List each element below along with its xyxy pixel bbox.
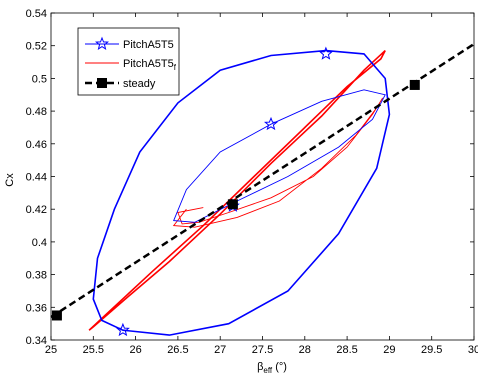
x-tick-label-3: 26.5 [167, 344, 188, 356]
legend: PitchA5T5 PitchA5T5f steady [77, 27, 180, 96]
series-steady-line [50, 43, 475, 319]
x-tick-label-0: 25 [45, 344, 57, 356]
x-axis-label-symbol: β [257, 361, 263, 373]
x-tick-label-5: 27.5 [252, 344, 273, 356]
y-tick-label-1: 0.36 [26, 302, 47, 314]
series-pitcha5t5-star-marker-2 [318, 46, 334, 60]
series-steady-square-marker-2 [409, 79, 420, 90]
y-tick-label-5: 0.44 [26, 172, 47, 184]
legend-label-pitcha5t5f-main: PitchA5T5 [123, 58, 174, 70]
y-tick-label-6: 0.46 [26, 139, 47, 151]
x-tick-label-10: 30 [468, 344, 478, 356]
x-axis-label: βeff (°) [257, 361, 287, 375]
y-tick-label-8: 0.5 [32, 73, 47, 85]
series-pitcha5t5-star-marker-1 [264, 116, 279, 131]
legend-box [77, 27, 180, 96]
x-tick-label-1: 25.5 [83, 344, 104, 356]
x-tick-label-4: 27 [214, 344, 226, 356]
legend-label-pitcha5t5f: PitchA5T5f [123, 58, 177, 72]
series-steady-square-marker-1 [227, 199, 238, 210]
y-tick-label-9: 0.52 [26, 41, 47, 53]
x-tick-label-8: 29 [383, 344, 395, 356]
x-tick-label-6: 28 [299, 344, 311, 356]
legend-star-marker [95, 36, 109, 51]
y-tick-label-0: 0.34 [26, 335, 47, 347]
y-tick-label-7: 0.48 [26, 106, 47, 118]
axes: 25 25.5 26 26.5 27 27.5 28 28.5 29 29.5 30 0.34 0.36… [26, 8, 478, 356]
x-axis-label-unit: (°) [272, 361, 287, 373]
y-tick-label-4: 0.42 [26, 204, 47, 216]
legend-label-steady: steady [123, 78, 156, 90]
legend-label-pitcha5t5: PitchA5T5 [123, 39, 174, 51]
x-axis-label-subscript: eff [263, 366, 273, 375]
series-pitcha5t5f-outer-loop [88, 50, 386, 331]
y-axis-label: Cx [4, 173, 16, 187]
y-tick-label-2: 0.38 [26, 270, 47, 282]
series-pitcha5t5-outer-loop [92, 49, 391, 336]
x-tick-label-2: 26 [129, 344, 141, 356]
series-pitcha5t5-star-marker-0 [115, 322, 130, 337]
y-tick-label-3: 0.4 [32, 237, 47, 249]
legend-square-marker [97, 78, 107, 88]
legend-label-pitcha5t5f-subscript: f [174, 63, 177, 72]
y-tick-label-10: 0.54 [26, 8, 47, 20]
plot-area [50, 43, 475, 337]
x-tick-label-9: 29.5 [421, 344, 442, 356]
series-steady-square-marker-0 [51, 310, 62, 321]
x-tick-label-7: 28.5 [336, 344, 357, 356]
